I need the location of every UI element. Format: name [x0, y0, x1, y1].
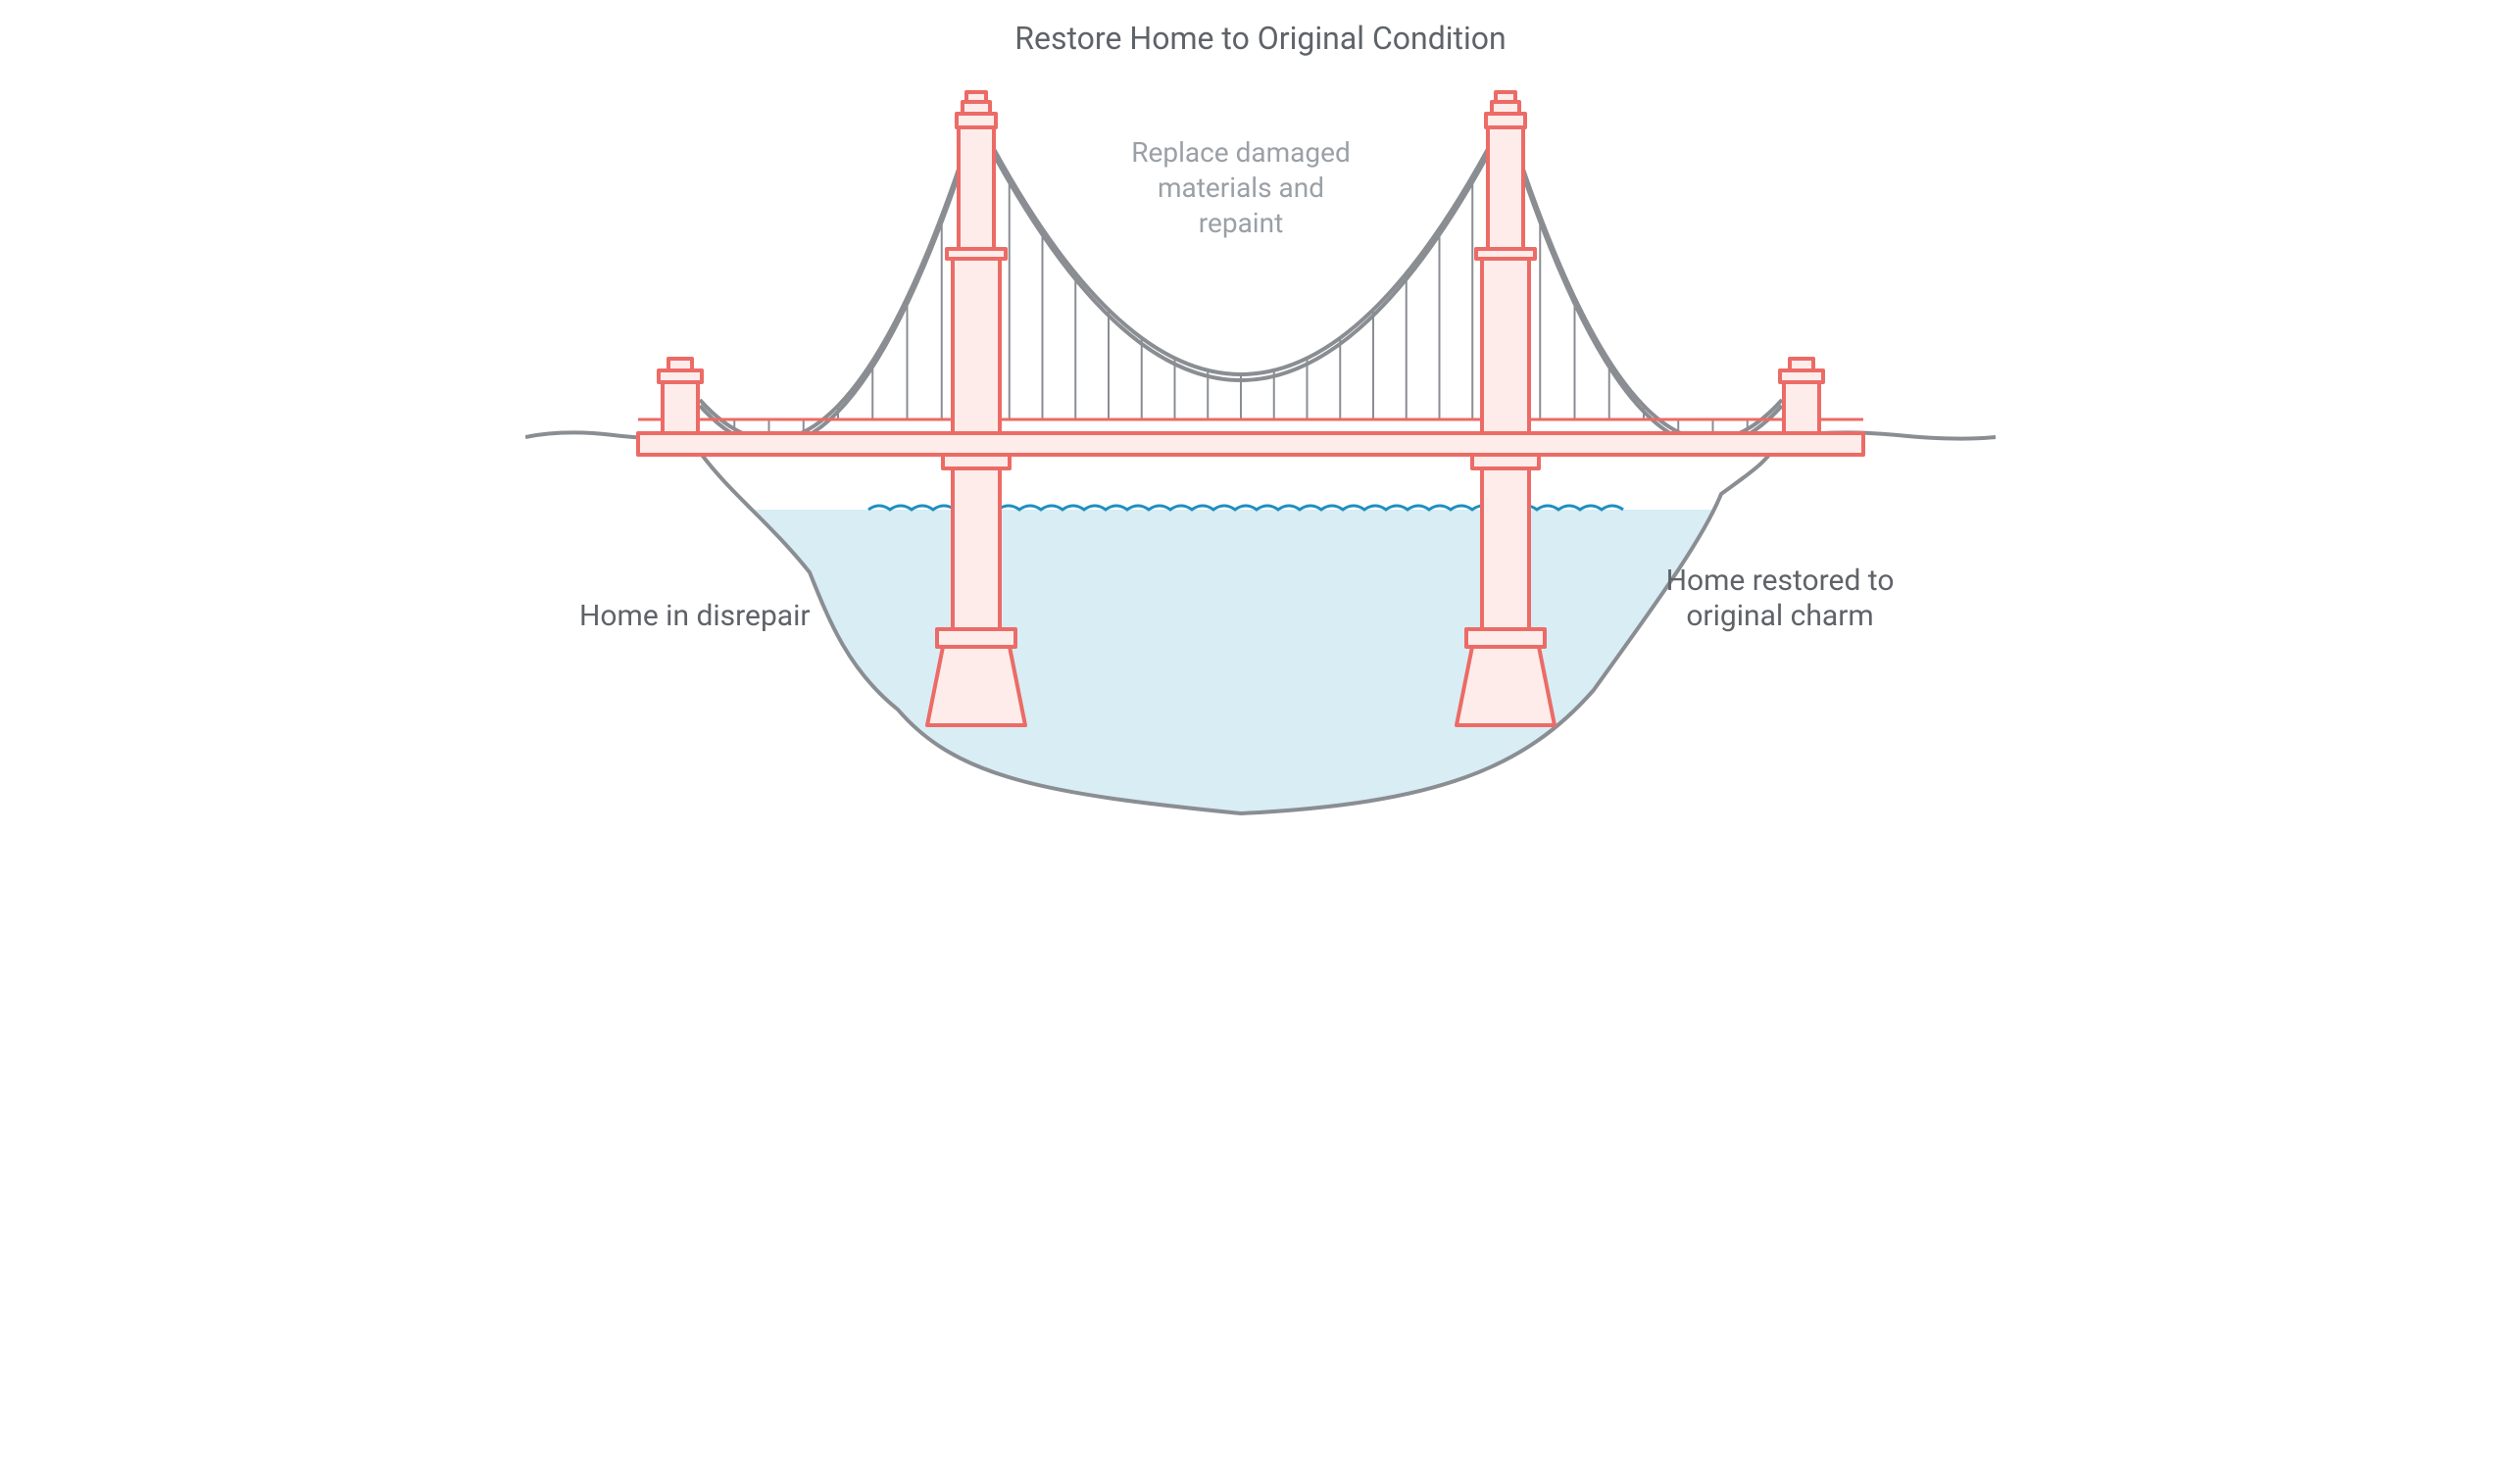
- bridge-diagram: Restore Home to Original Condition Replac…: [525, 0, 1996, 862]
- diagram-title: Restore Home to Original Condition: [1014, 20, 1506, 57]
- subtitle-line3: repaint: [1198, 207, 1282, 239]
- right-label-line1: Home restored to: [1665, 564, 1894, 598]
- water-body: [525, 506, 1996, 862]
- right-label-line2: original charm: [1686, 599, 1873, 633]
- bridge-svg: Restore Home to Original Condition Replac…: [525, 0, 1996, 862]
- left-label: Home in disrepair: [579, 599, 811, 633]
- subtitle-line2: materials and: [1157, 172, 1323, 204]
- subtitle-line1: Replace damaged: [1131, 136, 1350, 169]
